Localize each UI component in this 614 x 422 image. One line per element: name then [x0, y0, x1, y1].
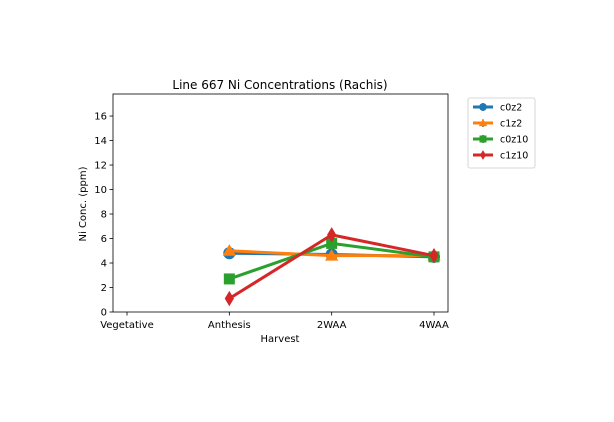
- y-tick-label: 14: [94, 136, 107, 147]
- legend-marker-c0z2: [479, 103, 487, 111]
- y-axis-label: Ni Conc. (ppm): [78, 166, 89, 241]
- plot-frame: [112, 93, 449, 313]
- legend-label-c0z10: c0z10: [500, 135, 528, 146]
- data-point-c0z10: [326, 237, 338, 249]
- legend-label-c1z2: c1z2: [500, 119, 522, 130]
- x-tick-label: Anthesis: [208, 320, 251, 331]
- x-axis-label: Harvest: [261, 334, 300, 345]
- x-tick-label: 2WAA: [317, 320, 347, 331]
- data-point-c1z2: [222, 244, 236, 256]
- plot-area: 0 2 4 6 8 10 12 14 16 Vegetative Anthesis 2WAA 4WAA: [94, 93, 449, 331]
- y-tick-label: 8: [101, 210, 107, 221]
- y-tick-label: 12: [94, 161, 107, 172]
- data-point-c0z10: [223, 273, 235, 285]
- legend: c0z2 c1z2 c0z10 c1z10: [467, 97, 536, 169]
- y-tick-label: 10: [94, 185, 107, 196]
- chart-title: Line 667 Ni Concentrations (Rachis): [172, 78, 387, 92]
- legend-box: [467, 97, 536, 169]
- legend-marker-c1z10: [480, 150, 486, 160]
- data-point-c1z10: [224, 290, 234, 307]
- data-point-c1z10: [429, 247, 439, 264]
- legend-label-c0z2: c0z2: [500, 103, 522, 114]
- y-tick-label: 4: [101, 259, 107, 270]
- data-point-c1z2: [325, 249, 339, 261]
- y-tick-label: 16: [94, 112, 107, 123]
- x-tick-label: 4WAA: [419, 320, 449, 331]
- x-tick-label: Vegetative: [100, 320, 154, 331]
- legend-label-c1z10: c1z10: [500, 151, 528, 162]
- y-tick-label: 6: [101, 234, 107, 245]
- legend-marker-c1z2: [478, 118, 488, 127]
- legend-marker-c0z10: [479, 135, 487, 143]
- y-tick-label: 0: [101, 308, 107, 319]
- y-tick-label: 2: [101, 283, 107, 294]
- data-point-c1z10: [327, 227, 337, 243]
